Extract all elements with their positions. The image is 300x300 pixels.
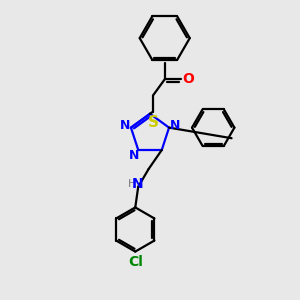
Text: N: N bbox=[120, 119, 130, 132]
Text: S: S bbox=[147, 115, 158, 130]
Text: N: N bbox=[170, 119, 180, 132]
Text: Cl: Cl bbox=[128, 255, 143, 269]
Text: H: H bbox=[128, 179, 136, 189]
Text: O: O bbox=[183, 72, 195, 86]
Text: N: N bbox=[129, 149, 140, 162]
Text: N: N bbox=[132, 178, 143, 191]
